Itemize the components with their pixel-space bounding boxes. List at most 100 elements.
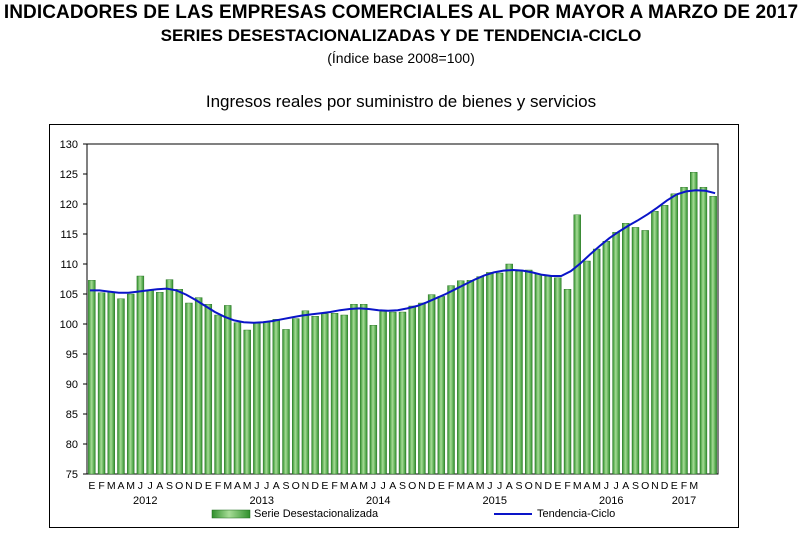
x-month-label: E (554, 480, 561, 492)
bar (408, 305, 416, 475)
x-year-label: 2012 (133, 495, 157, 507)
bar (136, 275, 145, 475)
x-month-label: D (661, 480, 669, 492)
bar (495, 272, 504, 475)
x-month-label: N (418, 480, 426, 492)
x-month-label: M (126, 480, 135, 492)
x-month-label: E (88, 480, 95, 492)
x-month-label: D (428, 480, 436, 492)
x-month-label: M (243, 480, 252, 492)
y-tick-label: 105 (60, 289, 78, 301)
bar (330, 313, 339, 475)
x-month-label: O (408, 480, 416, 492)
bar (515, 271, 523, 475)
x-month-label: J (254, 480, 259, 492)
x-month-label: M (456, 480, 465, 492)
bar (243, 329, 251, 475)
x-month-label: J (604, 480, 609, 492)
chart-title: Ingresos reales por suministro de bienes… (205, 92, 597, 111)
x-month-label: A (506, 480, 513, 492)
x-month-label: A (117, 480, 124, 492)
x-month-label: O (525, 480, 533, 492)
bar (379, 311, 387, 475)
legend-bar-swatch (211, 509, 251, 519)
bar (301, 310, 310, 475)
y-tick-label: 130 (60, 139, 78, 151)
x-year-label: 2014 (366, 495, 390, 507)
x-month-label: E (438, 480, 445, 492)
bar (418, 302, 426, 475)
x-month-label: M (573, 480, 582, 492)
bar (622, 222, 630, 475)
bar (602, 240, 611, 475)
report-title: INDICADORES DE LAS EMPRESAS COMERCIALES … (3, 2, 799, 23)
bar (651, 210, 659, 475)
x-month-label: A (389, 480, 396, 492)
bar (544, 275, 552, 475)
y-tick-label: 125 (60, 169, 78, 181)
x-month-label: J (147, 480, 152, 492)
bar (447, 285, 455, 475)
bar (612, 231, 620, 475)
bar (427, 294, 436, 475)
x-month-label: J (487, 480, 492, 492)
x-month-label: S (399, 480, 406, 492)
bar (185, 302, 193, 475)
bar (389, 311, 397, 475)
x-month-label: E (671, 480, 678, 492)
bar (680, 186, 688, 475)
x-month-label: F (215, 480, 221, 492)
bar (126, 293, 135, 475)
bar (175, 289, 183, 475)
x-month-label: N (302, 480, 310, 492)
x-month-label: J (264, 480, 269, 492)
x-month-label: D (311, 480, 319, 492)
y-tick-label: 95 (66, 349, 78, 361)
chart-frame (49, 124, 739, 528)
bar (466, 280, 475, 475)
x-month-label: S (632, 480, 639, 492)
x-year-label: 2015 (482, 495, 506, 507)
bar (233, 322, 242, 475)
x-month-label: J (497, 480, 502, 492)
x-month-label: M (107, 480, 116, 492)
x-month-label: D (195, 480, 203, 492)
bar (398, 311, 407, 475)
x-year-label: 2017 (672, 495, 696, 507)
x-month-label: J (371, 480, 376, 492)
bar (457, 280, 465, 475)
x-month-label: E (321, 480, 328, 492)
x-month-label: D (544, 480, 552, 492)
bar (505, 263, 513, 475)
x-month-label: F (331, 480, 337, 492)
bar (437, 296, 446, 475)
report-subtitle: SERIES DESESTACIONALIZADAS Y DE TENDENCI… (160, 26, 642, 45)
trend-line (89, 189, 716, 324)
y-tick-label: 85 (66, 409, 78, 421)
bar (592, 248, 601, 475)
bar (117, 298, 125, 475)
bar (321, 313, 329, 475)
x-month-label: J (138, 480, 143, 492)
x-month-label: A (156, 480, 163, 492)
x-month-label: F (448, 480, 454, 492)
y-tick-label: 90 (66, 379, 78, 391)
x-month-label: O (175, 480, 183, 492)
x-month-label: F (681, 480, 687, 492)
bar (359, 304, 368, 475)
x-month-label: A (234, 480, 241, 492)
x-month-label: J (613, 480, 618, 492)
x-month-label: J (380, 480, 385, 492)
bar (486, 272, 494, 475)
bar (350, 304, 358, 475)
bar (709, 195, 717, 475)
bar (340, 314, 348, 475)
bar (583, 260, 591, 475)
bar (204, 304, 213, 475)
bar (282, 329, 290, 475)
x-month-label: N (185, 480, 193, 492)
bar (214, 314, 222, 475)
x-month-label: E (205, 480, 212, 492)
bar (194, 297, 203, 475)
